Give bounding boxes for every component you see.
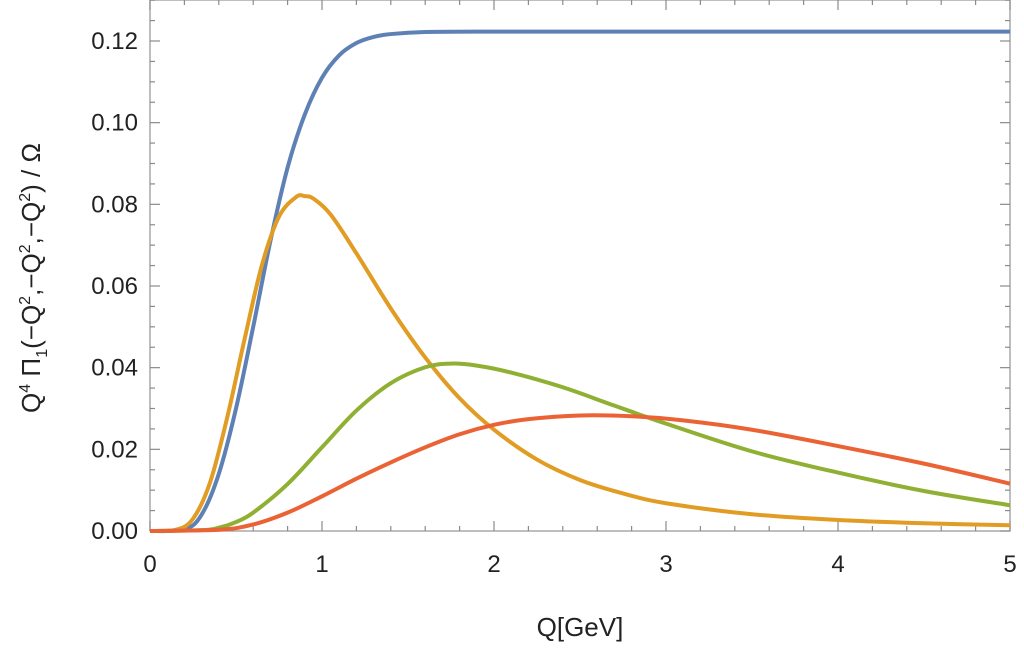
y-tick-label: 0.02 [91, 436, 138, 463]
x-tick-label: 1 [315, 551, 328, 578]
y-axis-title-part: Q [16, 393, 46, 413]
x-axis-title: Q[GeV] [537, 612, 624, 642]
y-axis-title-part: ) / Ω [16, 143, 46, 193]
y-tick-label: 0.10 [91, 110, 138, 137]
x-tick-label: 0 [143, 551, 156, 578]
y-axis-title-part: (−Q [16, 305, 46, 349]
series-group [149, 29, 1011, 534]
plot-border [149, 0, 1011, 532]
axis-ticks [149, 0, 1011, 532]
y-tick-label: 0.04 [91, 355, 138, 382]
y-axis-title: Q4 Π1(−Q2,−Q2,−Q2) / Ω [16, 143, 51, 413]
x-tick-label: 5 [1003, 551, 1016, 578]
y-axis-title-part: 4 [17, 384, 34, 393]
y-axis-title-part: ,−Q [16, 202, 46, 245]
x-tick-label: 2 [487, 551, 500, 578]
y-axis-title-part: 2 [17, 296, 34, 305]
x-tick-label: 3 [659, 551, 672, 578]
series-line-orange [149, 193, 1011, 534]
y-tick-label: 0.06 [91, 273, 138, 300]
y-tick-label: 0.12 [91, 28, 138, 55]
series-line-blue [149, 29, 1010, 534]
series-line-green [149, 361, 1011, 533]
y-axis-title-part: 2 [17, 193, 34, 202]
y-axis-title-part: 2 [17, 244, 34, 253]
y-axis-title-part: 1 [34, 349, 51, 358]
y-tick-labels: 0.00 0.02 0.04 0.06 0.08 0.10 0.12 [91, 28, 138, 545]
y-axis-title-part: ,−Q [16, 253, 46, 296]
x-tick-label: 4 [831, 551, 844, 578]
y-tick-label: 0.00 [91, 518, 138, 545]
plot-frame [149, 0, 1011, 532]
series-line-red [149, 413, 1011, 533]
y-axis-title-part: Π [16, 358, 46, 384]
y-tick-label: 0.08 [91, 191, 138, 218]
x-tick-labels: 0 1 2 3 4 5 [143, 551, 1016, 578]
